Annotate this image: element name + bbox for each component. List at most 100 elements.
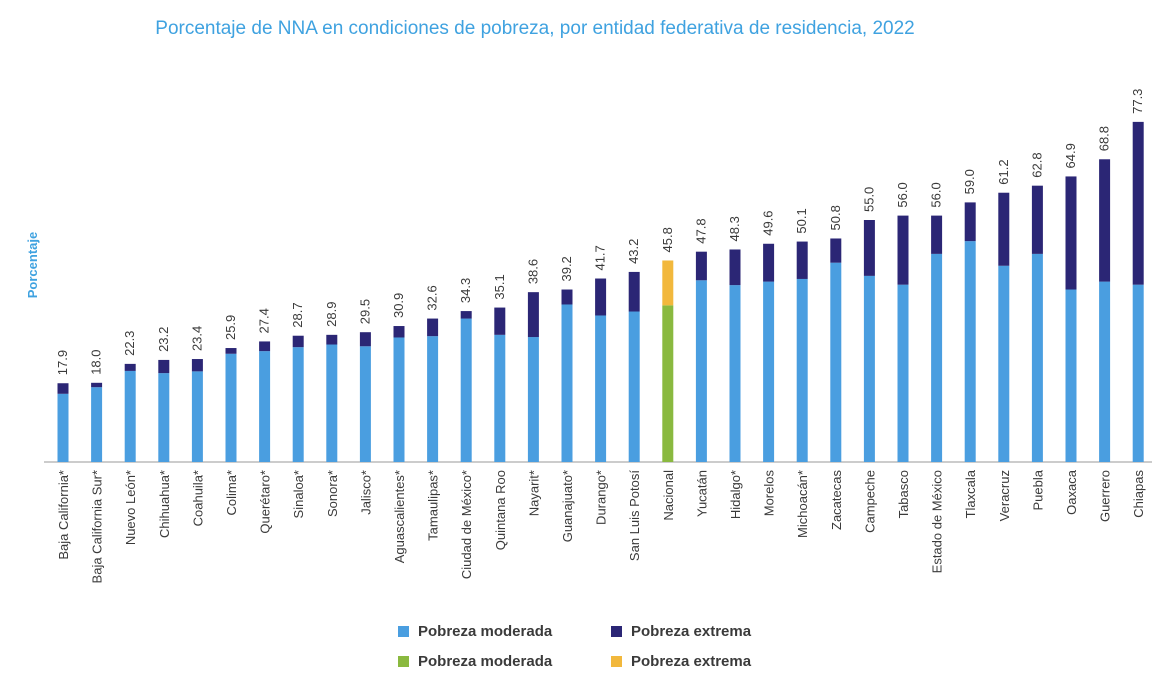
bar-moderate-baja-california xyxy=(57,393,69,462)
category-label-zacatecas: Zacatecas xyxy=(829,470,844,530)
value-label-colima: 25.9 xyxy=(223,315,238,340)
value-label-san-luis-potosi: 43.2 xyxy=(626,239,641,264)
chart-title: Porcentaje de NNA en condiciones de pobr… xyxy=(155,18,915,39)
value-label-chihuahua: 23.2 xyxy=(156,327,171,352)
bar-extreme-sonora xyxy=(326,334,338,345)
bar-extreme-zacatecas xyxy=(830,238,842,263)
value-label-coahuila: 23.4 xyxy=(189,326,204,351)
bar-moderate-michoacan xyxy=(796,278,808,462)
value-label-aguascalientes: 30.9 xyxy=(391,293,406,318)
bar-extreme-morelos xyxy=(763,243,775,282)
bar-extreme-puebla xyxy=(1031,185,1043,254)
bar-extreme-queretaro xyxy=(259,341,271,352)
value-label-estado-de-mexico: 56.0 xyxy=(929,182,944,207)
bar-moderate-coahuila xyxy=(191,371,203,462)
bar-extreme-guanajuato xyxy=(561,289,573,305)
bar-moderate-estado-de-mexico xyxy=(931,253,943,462)
category-label-nacional: Nacional xyxy=(661,470,676,521)
value-label-tamaulipas: 32.6 xyxy=(425,285,440,310)
bar-extreme-campeche xyxy=(863,220,875,276)
category-label-estado-de-mexico: Estado de México xyxy=(930,470,945,573)
value-label-baja-california-sur: 18.0 xyxy=(89,349,104,374)
bar-moderate-baja-california-sur xyxy=(91,387,103,462)
category-label-puebla: Puebla xyxy=(1030,469,1045,510)
value-label-puebla: 62.8 xyxy=(1029,152,1044,177)
value-label-oaxaca: 64.9 xyxy=(1063,143,1078,168)
bar-moderate-sonora xyxy=(326,344,338,462)
bar-extreme-sinaloa xyxy=(292,335,304,348)
category-label-durango: Durango* xyxy=(594,470,609,525)
category-label-san-luis-potosi: San Luis Potosí xyxy=(627,470,642,561)
bar-extreme-quintana-roo xyxy=(494,307,506,335)
bar-moderate-morelos xyxy=(763,281,775,462)
category-label-baja-california: Baja California* xyxy=(56,470,71,560)
bar-extreme-guerrero xyxy=(1099,159,1111,282)
bar-extreme-aguascalientes xyxy=(393,326,405,338)
category-label-hidalgo: Hidalgo* xyxy=(728,470,743,519)
legend-label-moderate: Pobreza moderada xyxy=(418,622,553,640)
bar-moderate-chiapas xyxy=(1132,284,1144,462)
value-label-queretaro: 27.4 xyxy=(257,308,272,333)
legend-item-national-extreme: Pobreza extrema xyxy=(611,650,751,672)
bar-extreme-yucatan xyxy=(695,251,707,281)
bars-group: 17.9 Baja California* 18.0 Baja California … xyxy=(55,89,1146,584)
category-label-oaxaca: Oaxaca xyxy=(1064,469,1079,515)
value-label-zacatecas: 50.8 xyxy=(828,205,843,230)
category-label-aguascalientes: Aguascalientes* xyxy=(392,470,407,563)
bar-moderate-colima xyxy=(225,353,237,462)
category-label-nuevo-leon: Nuevo León* xyxy=(123,470,138,545)
bar-moderate-sinaloa xyxy=(292,347,304,462)
category-label-guerrero: Guerrero xyxy=(1098,470,1113,522)
category-label-ciudad-de-mexico: Ciudad de México* xyxy=(459,470,474,579)
category-label-campeche: Campeche xyxy=(862,470,877,533)
legend-item-national-moderate: Pobreza moderada xyxy=(398,650,552,672)
category-label-guanajuato: Guanajuato* xyxy=(560,470,575,542)
value-label-tlaxcala: 59.0 xyxy=(962,169,977,194)
category-label-coahuila: Coahuila* xyxy=(190,470,205,526)
category-label-veracruz: Veracruz xyxy=(997,470,1012,521)
value-label-nayarit: 38.6 xyxy=(525,259,540,284)
bar-moderate-puebla xyxy=(1031,253,1043,462)
category-label-morelos: Morelos xyxy=(762,470,777,517)
bar-extreme-ciudad-de-mexico xyxy=(460,311,472,319)
value-label-yucatan: 47.8 xyxy=(693,218,708,243)
bar-extreme-hidalgo xyxy=(729,249,741,286)
bar-extreme-estado-de-mexico xyxy=(931,215,943,254)
category-label-chihuahua: Chihuahua* xyxy=(157,470,172,538)
category-label-michoacan: Michoacán* xyxy=(795,470,810,538)
category-label-quintana-roo: Quintana Roo xyxy=(493,470,508,550)
bar-moderate-veracruz xyxy=(998,265,1010,462)
bar-extreme-michoacan xyxy=(796,241,808,279)
bar-moderate-quintana-roo xyxy=(494,334,506,462)
bar-moderate-jalisco xyxy=(359,346,371,462)
legend-label-extreme: Pobreza extrema xyxy=(631,622,752,640)
value-label-durango: 41.7 xyxy=(593,245,608,270)
category-label-colima: Colima* xyxy=(224,470,239,516)
bar-extreme-colima xyxy=(225,348,237,354)
value-label-michoacan: 50.1 xyxy=(794,208,809,233)
category-label-sinaloa: Sinaloa* xyxy=(291,470,306,518)
category-label-chiapas: Chiapas xyxy=(1131,470,1146,518)
legend-label-national-moderate: Pobreza moderada xyxy=(418,652,553,670)
value-label-veracruz: 61.2 xyxy=(996,159,1011,184)
bar-moderate-san-luis-potosi xyxy=(628,311,640,462)
value-label-sonora: 28.9 xyxy=(324,302,339,327)
legend-item-moderate: Pobreza moderada xyxy=(398,620,552,642)
legend-swatch-national-moderate xyxy=(398,655,409,667)
value-label-jalisco: 29.5 xyxy=(357,299,372,324)
legend-item-extreme: Pobreza extrema xyxy=(611,620,751,642)
legend-label-national-extreme: Pobreza extrema xyxy=(631,652,752,670)
bar-extreme-coahuila xyxy=(191,359,203,372)
value-label-nacional: 45.8 xyxy=(660,227,675,252)
bar-extreme-tamaulipas xyxy=(427,318,439,337)
value-label-hidalgo: 48.3 xyxy=(727,216,742,241)
value-label-campeche: 55.0 xyxy=(861,187,876,212)
bar-moderate-nacional xyxy=(662,305,674,462)
bar-moderate-queretaro xyxy=(259,351,271,462)
bar-moderate-campeche xyxy=(863,275,875,462)
category-label-tamaulipas: Tamaulipas* xyxy=(426,470,441,541)
category-label-nayarit: Nayarit* xyxy=(526,470,541,516)
value-label-guerrero: 68.8 xyxy=(1097,126,1112,151)
bar-extreme-baja-california xyxy=(57,383,69,394)
bar-moderate-guerrero xyxy=(1099,281,1111,462)
